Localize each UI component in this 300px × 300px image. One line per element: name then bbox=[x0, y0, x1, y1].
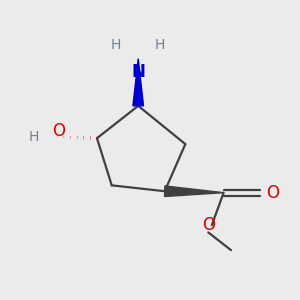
Text: H: H bbox=[28, 130, 39, 144]
Text: O: O bbox=[52, 122, 65, 140]
Polygon shape bbox=[133, 59, 143, 106]
Text: H: H bbox=[111, 38, 121, 52]
Polygon shape bbox=[165, 186, 224, 196]
Text: O: O bbox=[266, 184, 279, 202]
Text: O: O bbox=[202, 216, 215, 234]
Text: N: N bbox=[131, 63, 145, 81]
Text: H: H bbox=[155, 38, 166, 52]
